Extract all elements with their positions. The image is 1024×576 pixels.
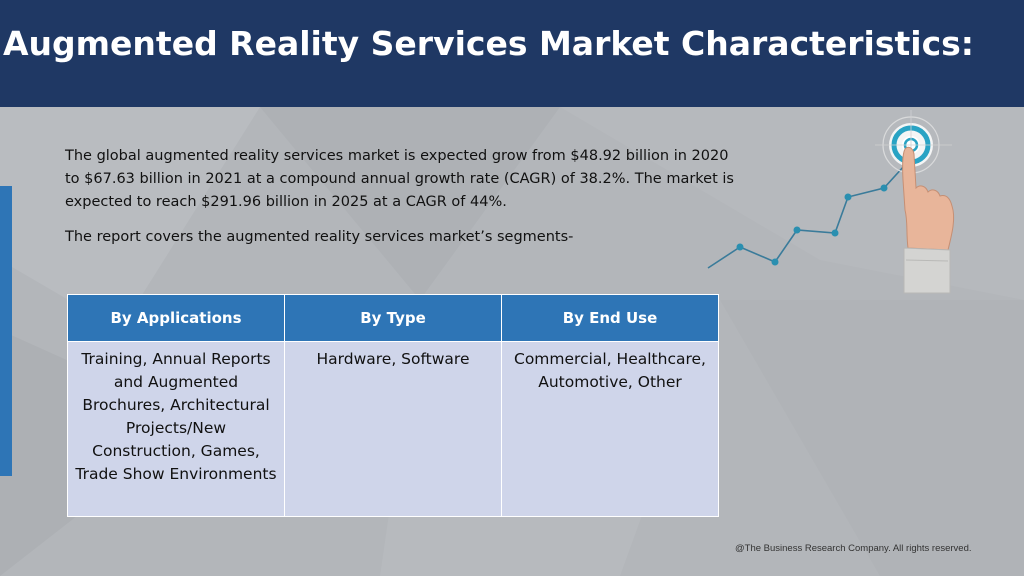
segments-intro-paragraph: The report covers the augmented reality … — [65, 229, 574, 245]
table-header-row: By Applications By Type By End Use — [67, 294, 719, 342]
copyright-footer: @The Business Research Company. All righ… — [735, 543, 972, 554]
market-summary-paragraph: The global augmented reality services ma… — [65, 148, 734, 210]
cell-end-use: Commercial, Healthcare, Automotive, Othe… — [501, 341, 719, 517]
hand-target-illustration — [707, 110, 955, 294]
cell-type: Hardware, Software — [284, 341, 502, 517]
page-title: Augmented Reality Services Market Charac… — [3, 24, 975, 63]
segments-table: By Applications By Type By End Use Train… — [67, 294, 719, 517]
header-by-applications: By Applications — [67, 294, 285, 342]
table-row: Training, Annual Reports and Augmented B… — [67, 341, 719, 517]
growth-line-icon — [707, 164, 906, 269]
hand-icon — [902, 146, 955, 294]
cell-applications: Training, Annual Reports and Augmented B… — [67, 341, 285, 517]
accent-bar — [0, 186, 12, 476]
target-icon — [875, 110, 952, 182]
header-by-end-use: By End Use — [501, 294, 719, 342]
header-by-type: By Type — [284, 294, 502, 342]
title-bar: Augmented Reality Services Market Charac… — [0, 0, 1024, 107]
intro-text: The global augmented reality services ma… — [65, 145, 745, 249]
